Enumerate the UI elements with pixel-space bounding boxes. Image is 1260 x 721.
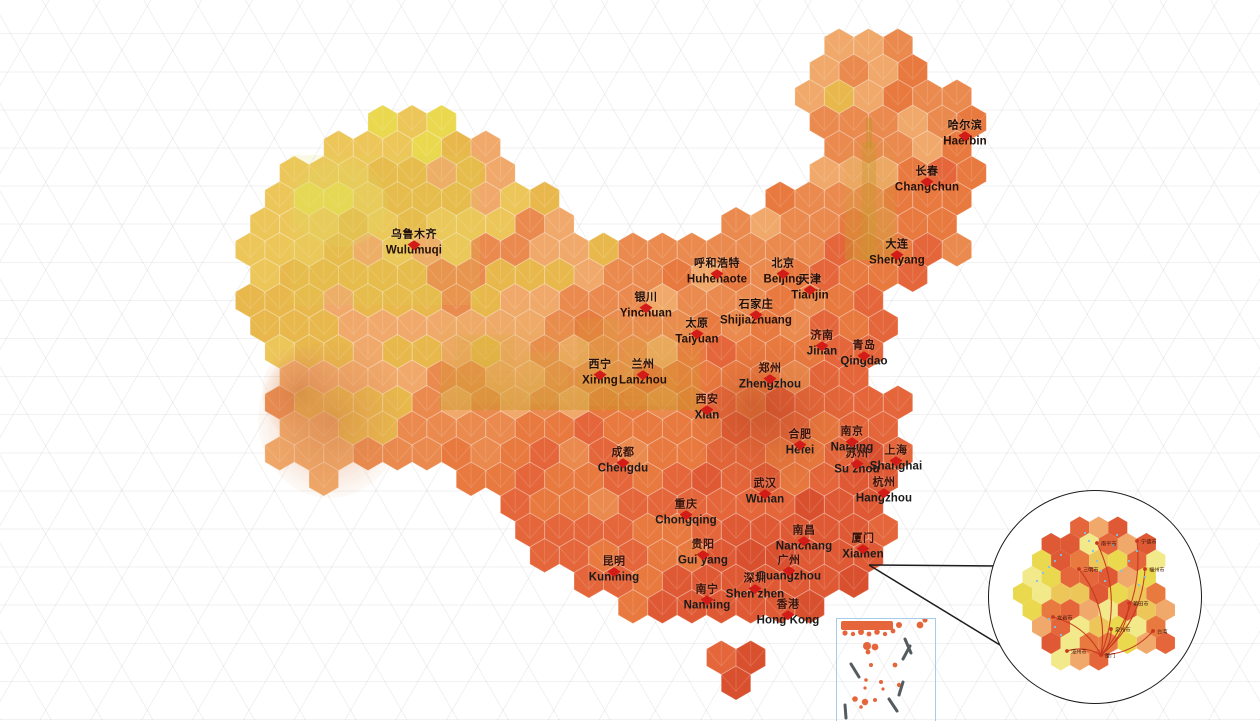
inset-node-3[interactable] (1143, 567, 1147, 571)
inset-node-5[interactable] (1051, 615, 1055, 619)
inset-connection-arcs (1052, 540, 1154, 656)
inset-node-9[interactable] (1099, 653, 1103, 657)
inset-node-label: 漳州市 (1071, 648, 1087, 656)
photo-overlay-layer (258, 118, 895, 498)
south-china-sea-svg (841, 619, 928, 720)
inset-node-label: 宁德市 (1141, 538, 1157, 546)
inset-node-label: 莆田市 (1133, 600, 1149, 608)
south-china-sea-inset (836, 618, 936, 721)
inset-node-label: 三明市 (1083, 566, 1099, 574)
inset-node-label: 龙岩市 (1057, 614, 1073, 622)
inset-node-4[interactable] (1127, 601, 1131, 605)
inset-node-8[interactable] (1065, 649, 1069, 653)
inset-node-label: 厦门 (1105, 652, 1115, 660)
inset-node-label: 泉州市 (1115, 626, 1131, 634)
inset-node-0[interactable] (1095, 541, 1099, 545)
inset-node-6[interactable] (1109, 627, 1113, 631)
inset-node-label: 福州市 (1149, 566, 1165, 574)
fujian-detail-inset[interactable]: 南平市 宁德市三明市 福州市莆田市龙岩市泉州市 台湾漳州市厦门 (988, 490, 1202, 704)
inset-node-2[interactable] (1077, 567, 1081, 571)
inset-node-7[interactable] (1151, 629, 1155, 633)
inset-node-label: 南平市 (1101, 540, 1117, 548)
inset-river-dots (1035, 531, 1147, 637)
inset-hex-field (1013, 516, 1175, 671)
inset-node-label: 台湾 (1157, 628, 1167, 636)
inset-node-1[interactable] (1135, 539, 1139, 543)
